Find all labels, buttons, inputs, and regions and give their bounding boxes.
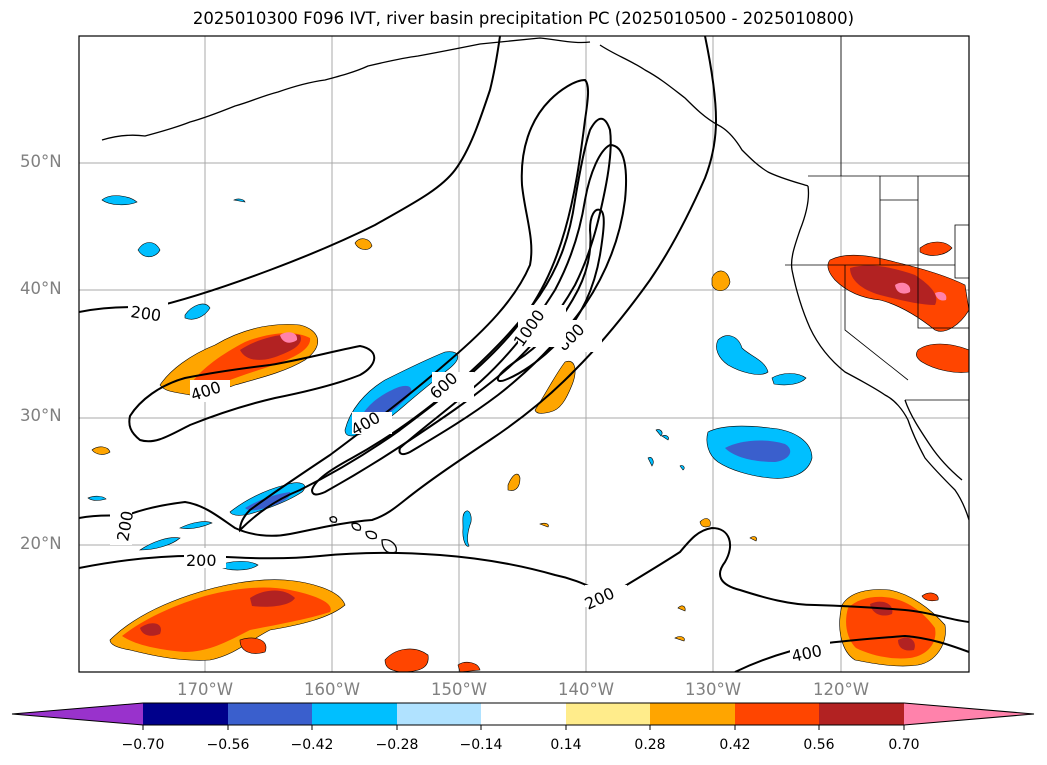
contour-label-200: 200 xyxy=(186,551,217,570)
hawaii-islands xyxy=(329,516,397,554)
bc-coastline xyxy=(790,185,810,271)
lon-label-170w: 170°W xyxy=(176,680,234,699)
ivt-contour-800 xyxy=(398,143,628,456)
map-frame xyxy=(78,35,970,673)
precip-negative-region xyxy=(101,195,138,206)
lon-label-160w: 160°W xyxy=(303,680,361,699)
precip-positive-region xyxy=(895,282,947,301)
colorbar-tick-label: −0.70 xyxy=(121,737,165,753)
precip-negative-region xyxy=(725,440,791,462)
alaska-coastline xyxy=(101,37,591,141)
precip-positive-region xyxy=(239,637,267,654)
precip-positive-region xyxy=(870,601,915,651)
colorbar-tick-label: −0.42 xyxy=(290,737,334,753)
colorbar-tick-label: 0.42 xyxy=(719,737,751,753)
colorbar xyxy=(11,702,1035,730)
lat-label-30n: 30°N xyxy=(20,406,62,425)
colorbar-bin xyxy=(566,703,650,725)
lat-label-50n: 50°N xyxy=(20,152,62,171)
precip-positive-region xyxy=(711,270,731,291)
precip-negative-region xyxy=(184,303,211,320)
precip-positive-region xyxy=(916,343,969,373)
ivt-contour-200 xyxy=(79,36,718,537)
colorbar-bin xyxy=(397,703,481,725)
state-borders xyxy=(785,36,969,401)
precip-positive-region xyxy=(140,590,295,636)
precip-positive-region xyxy=(280,332,298,343)
lon-label-140w: 140°W xyxy=(557,680,615,699)
colorbar-extend-low xyxy=(12,703,143,725)
precip-negative-region xyxy=(462,510,472,547)
lat-label-20n: 20°N xyxy=(20,534,62,553)
alaska-coastline xyxy=(599,44,809,187)
precip-positive-region xyxy=(919,241,953,256)
precip-positive-region xyxy=(539,518,757,642)
precip-negative-region xyxy=(139,521,213,551)
lat-label-40n: 40°N xyxy=(20,279,62,298)
colorbar-extend-high xyxy=(904,703,1034,725)
colorbar-tick-label: −0.28 xyxy=(375,737,419,753)
precip-positive-region xyxy=(384,648,429,672)
precip-negative-region xyxy=(771,373,807,386)
us-west-coastline xyxy=(791,269,969,521)
precip-positive-region xyxy=(457,661,481,672)
precip-negative-region xyxy=(137,242,161,258)
ivt-contour-labels: 200 200 200 200 400 400 400 600 800 1000 xyxy=(110,300,830,666)
colorbar-tick-label: 0.70 xyxy=(888,737,920,753)
colorbar-bin xyxy=(228,703,312,725)
colorbar-tick-label: 0.56 xyxy=(803,737,835,753)
colorbar-bin xyxy=(735,703,819,725)
colorbar-bin xyxy=(650,703,735,725)
lon-label-120w: 120°W xyxy=(812,680,870,699)
precip-pc-fields xyxy=(87,195,969,672)
baja-coastline xyxy=(904,399,963,481)
precip-negative-region xyxy=(716,335,769,375)
precip-positive-region xyxy=(534,360,576,414)
precip-positive-region xyxy=(507,473,521,491)
ivt-contour-400 xyxy=(734,634,969,672)
precip-positive-region xyxy=(91,446,111,455)
colorbar-bin xyxy=(143,703,228,725)
colorbar-tick-label: −0.14 xyxy=(459,737,503,753)
colorbar-bin xyxy=(312,703,397,725)
plot-title: 2025010300 F096 IVT, river basin precipi… xyxy=(192,9,855,28)
precip-positive-region xyxy=(354,238,373,250)
colorbar-tick-label: −0.56 xyxy=(206,737,250,753)
colorbar-bin xyxy=(481,703,566,725)
colorbar-tick-label: 0.28 xyxy=(634,737,666,753)
lon-label-150w: 150°W xyxy=(430,680,488,699)
precip-positive-region xyxy=(921,592,939,602)
precip-positive-region xyxy=(850,265,937,305)
coastlines xyxy=(101,37,969,554)
colorbar-bin xyxy=(819,703,904,725)
precip-negative-region xyxy=(87,198,685,501)
ivt-contour-400 xyxy=(128,344,376,443)
precip-negative-region xyxy=(217,561,259,571)
contour-label-200: 200 xyxy=(129,302,162,325)
colorbar-tick-label: 0.14 xyxy=(550,737,582,753)
ivt-contour-200 xyxy=(79,526,969,623)
lon-label-130w: 130°W xyxy=(684,680,742,699)
